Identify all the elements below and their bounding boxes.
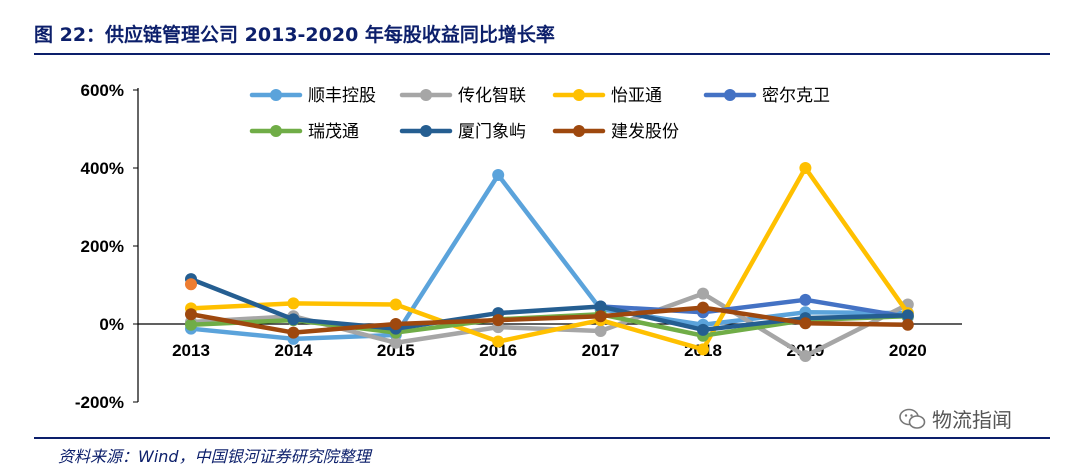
- data-point: [799, 162, 812, 174]
- series-line: [188, 172, 911, 342]
- y-tick-label: 400%: [81, 159, 124, 178]
- legend-label: 顺丰控股: [308, 86, 376, 106]
- legend-swatch-marker: [420, 125, 432, 137]
- data-point: [492, 169, 505, 182]
- data-point: [389, 298, 402, 311]
- data-point: [594, 325, 607, 338]
- legend-entry: 怡亚通: [552, 86, 662, 106]
- legend-swatch-marker: [270, 89, 282, 101]
- source-divider: [34, 437, 1050, 439]
- x-tick-label: 2015: [377, 341, 415, 360]
- wechat-icon: [899, 408, 926, 429]
- legend-entry: 传化智联: [399, 86, 526, 106]
- data-point: [492, 314, 505, 327]
- legend-swatch-marker: [573, 125, 585, 137]
- data-point: [697, 301, 709, 314]
- legend-label: 厦门象屿: [458, 122, 526, 142]
- data-point: [185, 308, 197, 321]
- watermark-text: 物流指闻: [932, 408, 1012, 432]
- legend-entry: 瑞茂通: [249, 122, 359, 142]
- x-tick-label: 2016: [479, 341, 517, 360]
- legend-entry: 建发股份: [552, 122, 679, 142]
- series-怡亚通: [185, 162, 914, 356]
- legend-label: 密尔克卫: [762, 86, 830, 106]
- watermark: 物流指闻: [898, 404, 1012, 433]
- legend-label: 传化智联: [458, 86, 526, 106]
- x-tick-label: 2014: [274, 341, 312, 360]
- data-point: [697, 287, 709, 300]
- data-point: [594, 300, 607, 313]
- data-point: [287, 297, 300, 310]
- legend-label: 瑞茂通: [308, 122, 359, 142]
- source-note: 资料来源：Wind，中国银河证券研究院整理: [58, 447, 371, 466]
- legend-label: 建发股份: [611, 122, 679, 142]
- y-tick-label: -200%: [75, 393, 124, 412]
- series-建发股份: [185, 301, 914, 339]
- x-tick-label: 2017: [582, 341, 620, 360]
- legend-entry: 厦门象屿: [399, 122, 526, 142]
- data-point: [287, 313, 300, 326]
- data-point: [697, 323, 709, 336]
- legend-swatch-marker: [420, 89, 432, 101]
- data-point: [697, 343, 709, 356]
- x-tick-label: 2013: [172, 341, 210, 360]
- data-point: [901, 309, 914, 322]
- data-point: [492, 335, 505, 348]
- data-point: [799, 317, 812, 330]
- data-point: [389, 336, 402, 349]
- legend-entry: 顺丰控股: [249, 86, 376, 106]
- figure-title: 图 22：供应链管理公司 2013-2020 年每股收益同比增长率: [34, 24, 555, 46]
- series-line: [188, 305, 911, 335]
- x-tick-label: 2020: [889, 341, 927, 360]
- legend-entry: 密尔克卫: [703, 86, 830, 106]
- legend-swatch-marker: [573, 89, 585, 101]
- data-point: [185, 318, 197, 331]
- series-line: [598, 297, 911, 320]
- data-point: [799, 349, 812, 362]
- annotation-point: [185, 278, 197, 291]
- legend-swatch-marker: [724, 89, 736, 101]
- y-tick-label: 0%: [99, 315, 124, 334]
- data-point: [389, 318, 402, 330]
- legend-swatch-marker: [270, 125, 282, 137]
- data-point: [594, 310, 607, 323]
- chart-axes: -200% 0% 200% 400% 600% 2013 2014 2015 2016 2017 2…: [75, 81, 962, 412]
- series-layer: [185, 162, 914, 362]
- title-divider: [34, 53, 1050, 55]
- data-point: [901, 318, 914, 331]
- y-tick-label: 600%: [81, 81, 124, 100]
- y-tick-label: 200%: [81, 237, 124, 256]
- data-point: [799, 293, 812, 306]
- data-point: [287, 326, 300, 339]
- legend-label: 怡亚通: [611, 86, 662, 106]
- series-line: [188, 165, 911, 352]
